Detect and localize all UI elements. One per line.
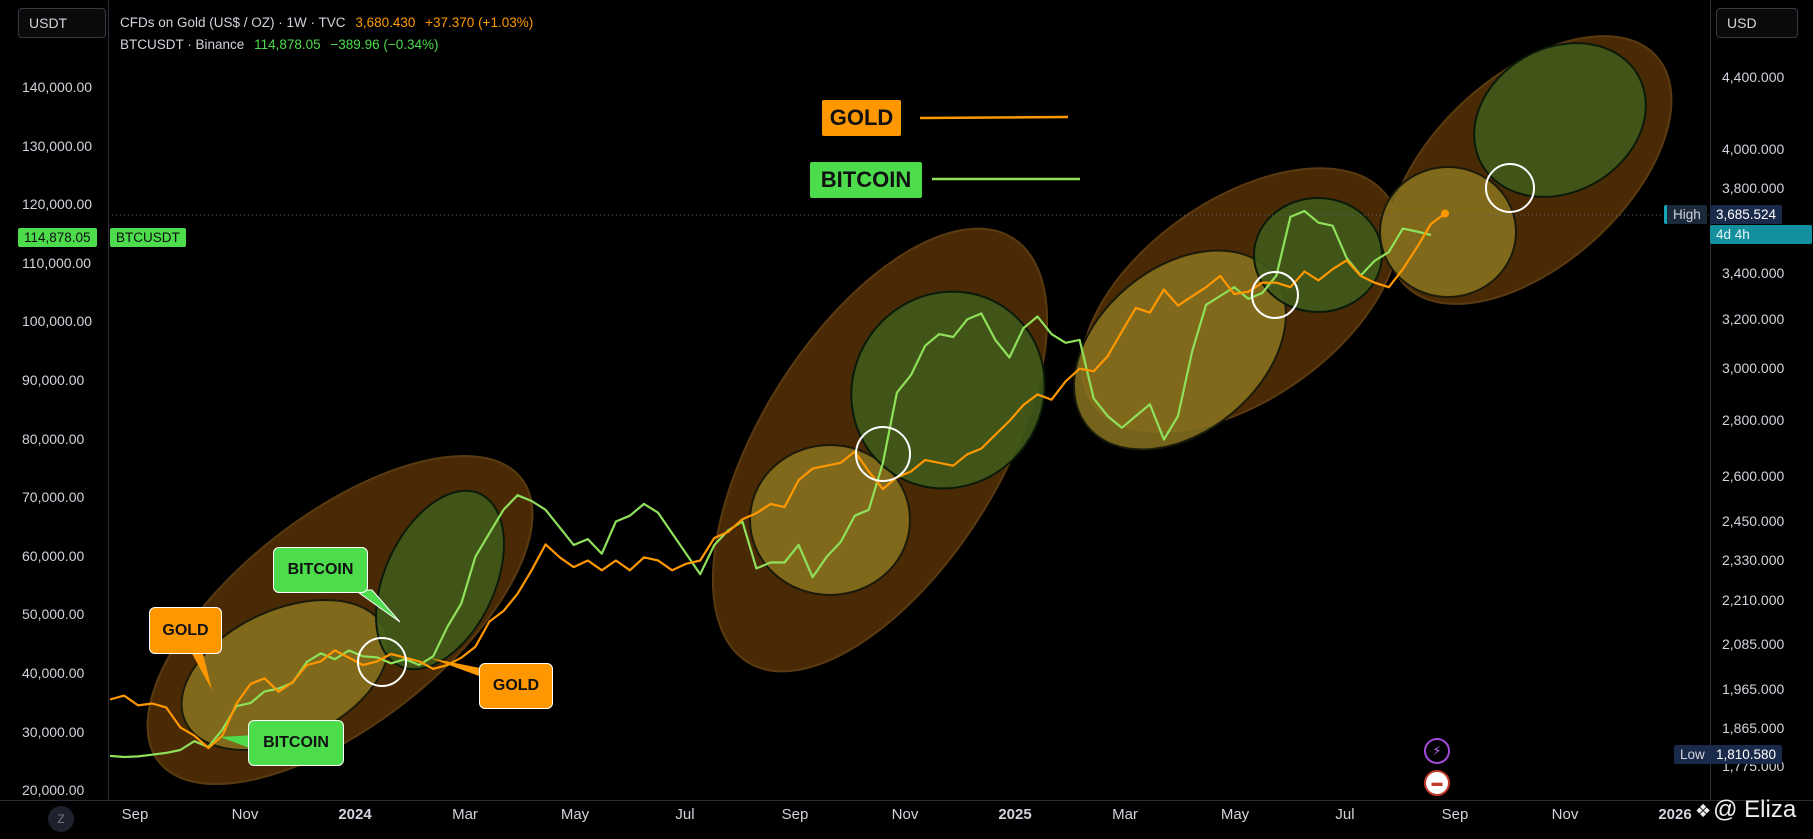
countdown-tag: 4d 4h [1710,225,1812,244]
crossover-circle-1 [357,637,407,687]
time-axis-label: 2025 [998,806,1032,823]
bitcoin-ellipse-3 [1253,197,1383,313]
chart-plot-area[interactable] [0,0,1813,800]
gold-last-point [1441,209,1449,218]
right-axis-tick: 2,800.000 [1722,412,1785,429]
right-axis-tick: 2,600.000 [1722,468,1785,485]
crossover-circle-3 [1251,271,1299,319]
left-axis-tick: 80,000.00 [22,430,85,447]
right-axis-tick: 2,210.000 [1722,591,1785,608]
callout-gold-2: GOLD [479,663,553,709]
time-axis-label: Nov [1551,806,1579,823]
btc-legend-name: BTCUSDT · Binance [120,37,245,52]
right-unit-button[interactable]: USD [1716,8,1798,38]
time-axis-label: 2026 [1658,806,1692,823]
watermark-text: @ Eliza [1713,796,1797,823]
us-flag-icon[interactable]: ▬ [1424,770,1450,796]
right-axis-tick: 1,965.000 [1722,680,1785,697]
right-axis-tick: 2,450.000 [1722,513,1785,530]
high-label-tag: High [1664,205,1707,224]
gold-ellipse-4 [1379,166,1517,298]
left-axis-tick: 40,000.00 [22,665,85,681]
gold-legend-name: CFDs on Gold (US$ / OZ) · 1W · TVC [120,15,346,30]
left-axis-tick: 70,000.00 [22,489,85,506]
left-axis-tick: 60,000.00 [22,547,85,564]
gold-legend-row[interactable]: CFDs on Gold (US$ / OZ) · 1W · TVC 3,680… [120,15,533,30]
time-axis-label: Sep [121,806,149,823]
right-axis-tick: 3,000.000 [1722,359,1785,376]
left-axis-tick: 120,000.00 [22,196,93,213]
right-axis-tick: 1,865.000 [1722,720,1785,737]
gold-legend-price: 3,680.430 [355,15,416,30]
right-axis-tick: 3,200.000 [1722,310,1785,327]
left-axis-tick: 50,000.00 [22,606,85,623]
time-axis-label: Jul [675,806,695,823]
low-label-tag: Low [1674,745,1711,764]
legend-gold-badge: GOLD [822,100,901,136]
btc-price-tag: 114,878.05 [18,228,97,247]
left-axis-tick: 90,000.00 [22,372,85,388]
left-price-axis[interactable] [0,0,109,800]
tradingview-logo-icon: ❖ [1695,801,1712,821]
legend-gold-line [919,115,1069,120]
left-axis-tick: 30,000.00 [22,723,85,740]
time-axis-label: Nov [231,806,259,823]
time-axis-label: May [1220,806,1250,823]
right-axis-tick: 2,330.000 [1722,551,1785,568]
gold-legend-change: +37.370 (+1.03%) [425,15,534,30]
right-axis-tick: 4,000.000 [1722,141,1785,158]
btc-legend-row[interactable]: BTCUSDT · Binance 114,878.05 −389.96 (−0… [120,37,439,52]
left-axis-tick: 100,000.00 [22,313,93,330]
bitcoin-series-line[interactable] [109,209,1432,759]
btc-symbol-tag: BTCUSDT [110,228,186,247]
time-axis-label: Mar [452,806,478,823]
left-unit-button[interactable]: USDT [18,8,106,38]
crossover-circle-2 [855,426,911,482]
lightning-icon[interactable]: ⚡ [1424,738,1450,764]
low-value-tag: 1,810.580 [1710,745,1783,764]
time-axis-label: 2024 [338,806,372,823]
callout-bitcoin-1: BITCOIN [273,547,368,593]
time-axis-label: Mar [1112,806,1138,823]
btc-legend-change: −389.96 (−0.34%) [330,37,439,52]
high-value-tag: 3,685.524 [1710,205,1783,224]
zoom-reset-button[interactable]: Z [48,806,74,832]
callout-bitcoin-2: BITCOIN [248,720,344,766]
right-axis-tick: 2,085.000 [1722,635,1785,652]
time-axis-label: May [560,806,590,823]
callout-bitcoin-2-pointer [220,735,255,750]
callout-gold-1-pointer [190,650,212,690]
time-axis-label: Sep [1441,806,1469,823]
left-axis-tick: 140,000.00 [22,79,93,95]
left-axis-tick: 130,000.00 [22,137,93,154]
right-price-axis[interactable] [1710,0,1813,800]
callout-gold-2-pointer [430,658,490,680]
right-axis-tick: 4,400.000 [1722,69,1785,85]
time-axis-label: Sep [781,806,809,823]
gold-series-line[interactable] [109,212,1446,750]
btc-legend-price: 114,878.05 [254,37,321,52]
bitcoin-ellipse-4 [1473,42,1647,198]
time-axis[interactable] [0,800,1813,839]
bitcoin-ellipse-1 [374,489,506,671]
gold-ellipse-2 [749,444,911,596]
left-axis-tick: 20,000.00 [22,782,85,799]
right-axis-tick: 3,400.000 [1722,264,1785,281]
right-axis-tick: 3,800.000 [1722,180,1785,197]
time-axis-label: Nov [891,806,919,823]
crossover-circle-4 [1485,163,1535,213]
left-axis-tick: 110,000.00 [22,254,92,271]
author-watermark: ❖@ Eliza [1695,796,1796,824]
legend-bitcoin-badge: BITCOIN [810,162,922,198]
callout-gold-1: GOLD [149,607,222,654]
time-axis-label: Jul [1335,806,1355,823]
